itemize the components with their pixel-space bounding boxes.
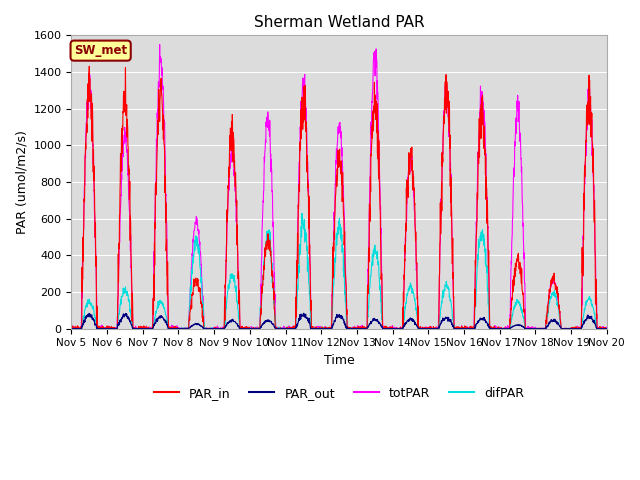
PAR_out [300,311,307,316]
difPAR [68,326,76,332]
difPAR [495,326,502,332]
PAR_out [217,326,225,332]
PAR_in [69,326,77,332]
PAR_out [603,326,611,332]
Text: SW_met: SW_met [74,44,127,57]
totPAR [68,325,76,331]
Line: totPAR: totPAR [72,45,607,329]
difPAR [603,325,611,331]
difPAR [298,210,306,216]
totPAR [355,326,363,332]
Line: PAR_out: PAR_out [72,313,607,329]
totPAR [603,324,611,330]
totPAR [495,324,502,330]
PAR_in [367,174,374,180]
Legend: PAR_in, PAR_out, totPAR, difPAR: PAR_in, PAR_out, totPAR, difPAR [149,382,529,405]
totPAR [367,155,374,161]
PAR_out [68,326,76,332]
PAR_in [218,326,225,332]
PAR_in [355,326,363,332]
PAR_in [68,324,76,329]
PAR_out [366,321,374,327]
difPAR [556,314,563,320]
difPAR [366,277,374,283]
PAR_in [571,325,579,331]
Line: difPAR: difPAR [72,213,607,329]
PAR_in [85,63,93,69]
PAR_out [495,326,502,332]
totPAR [68,326,76,332]
PAR_in [556,308,564,314]
PAR_in [495,326,502,332]
totPAR [218,326,225,332]
PAR_in [603,326,611,332]
difPAR [217,326,225,332]
totPAR [571,326,579,332]
PAR_out [571,326,579,332]
totPAR [156,42,163,48]
PAR_out [355,326,362,332]
difPAR [571,325,579,331]
difPAR [355,326,362,332]
X-axis label: Time: Time [324,354,355,367]
Y-axis label: PAR (umol/m2/s): PAR (umol/m2/s) [15,130,28,234]
Title: Sherman Wetland PAR: Sherman Wetland PAR [253,15,424,30]
Line: PAR_in: PAR_in [72,66,607,329]
PAR_out [556,323,563,329]
totPAR [556,309,564,315]
